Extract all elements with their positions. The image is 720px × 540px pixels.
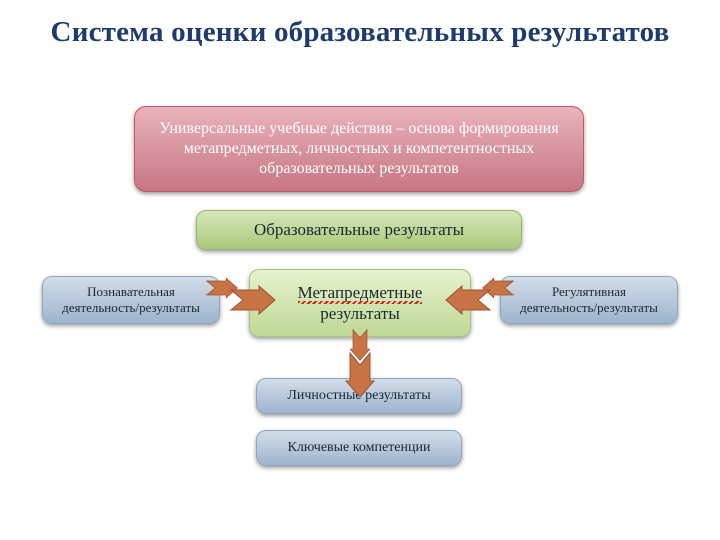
diagram-canvas: Система оценки образовательных результат… xyxy=(0,0,720,540)
arrows-layer xyxy=(0,0,720,540)
